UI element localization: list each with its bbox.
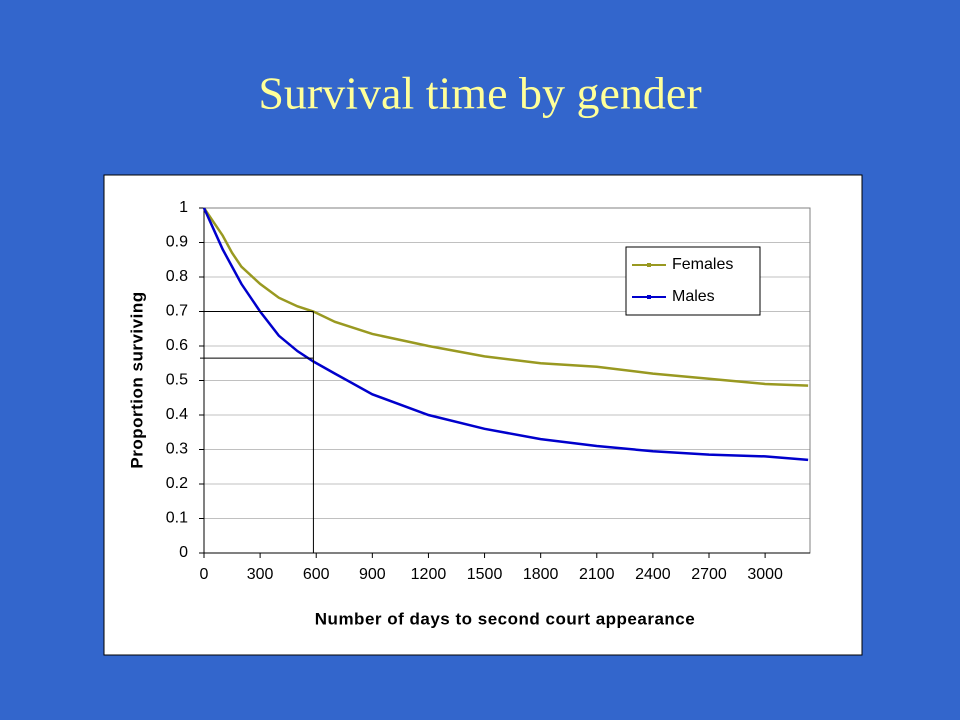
y-tick-label: 0.8 xyxy=(166,268,188,285)
x-tick-label: 2400 xyxy=(635,566,671,583)
x-tick-label: 600 xyxy=(303,566,330,583)
legend-label: Males xyxy=(672,288,715,305)
series-line xyxy=(202,207,809,387)
y-tick-label: 0.5 xyxy=(166,372,188,389)
slide-title: Survival time by gender xyxy=(258,68,701,119)
x-tick-label: 1500 xyxy=(467,566,503,583)
x-axis-label: Number of days to second court appearanc… xyxy=(315,609,695,628)
y-tick-label: 0.2 xyxy=(166,475,188,492)
y-tick-label: 0.6 xyxy=(166,337,188,354)
x-tick-label: 1800 xyxy=(523,566,559,583)
y-tick-label: 0 xyxy=(179,544,188,561)
x-tick-label: 0 xyxy=(200,566,209,583)
legend xyxy=(625,246,761,316)
legend-marker xyxy=(647,295,651,299)
legend-label: Females xyxy=(672,256,733,273)
x-tick-label: 300 xyxy=(247,566,274,583)
x-tick-label: 1200 xyxy=(411,566,447,583)
x-tick-label: 3000 xyxy=(747,566,783,583)
x-tick-label: 2700 xyxy=(691,566,727,583)
y-tick-label: 0.4 xyxy=(166,406,188,423)
x-tick-label: 900 xyxy=(359,566,386,583)
legend-marker xyxy=(647,263,651,267)
y-tick-label: 0.3 xyxy=(166,441,188,458)
y-tick-label: 0.9 xyxy=(166,234,188,251)
series-line xyxy=(202,207,809,462)
y-tick-label: 0.1 xyxy=(166,510,188,527)
y-tick-label: 0.7 xyxy=(166,303,188,320)
y-tick-label: 1 xyxy=(179,199,188,216)
x-tick-label: 2100 xyxy=(579,566,615,583)
y-axis-label: Proportion surviving xyxy=(127,291,146,468)
